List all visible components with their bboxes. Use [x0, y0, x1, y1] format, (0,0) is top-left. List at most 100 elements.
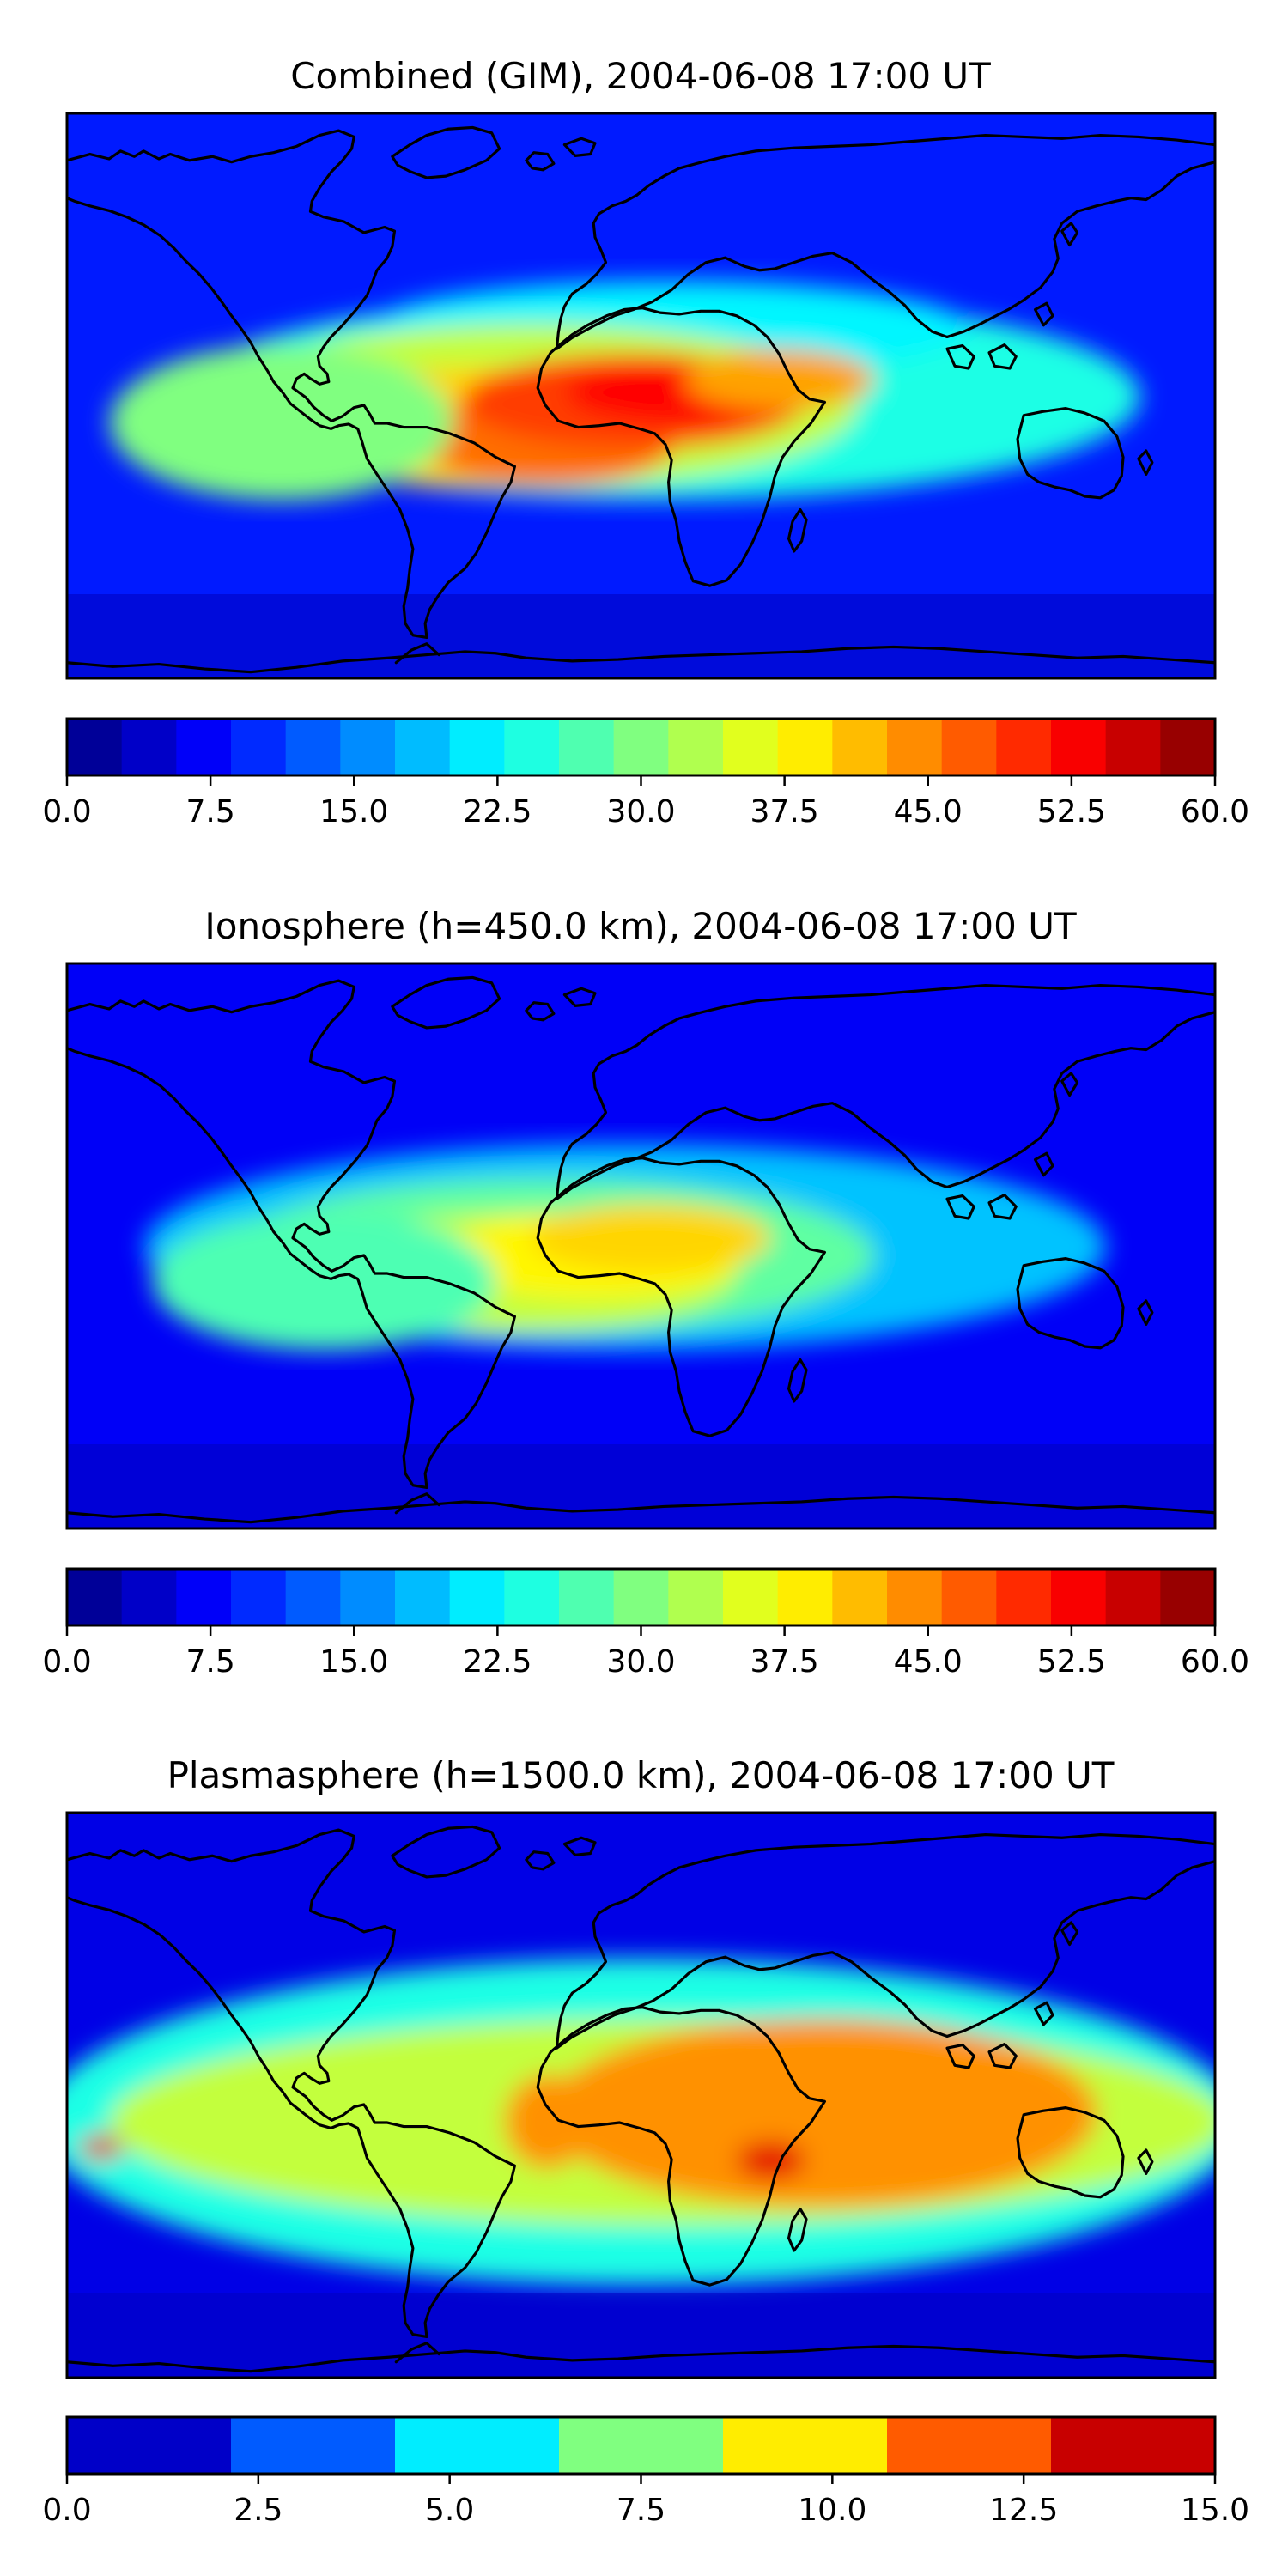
colorbar-segment: [176, 1569, 232, 1625]
colorbar-segment: [340, 1569, 396, 1625]
colorbar-segment: [1105, 1569, 1161, 1625]
colorbar-segment: [559, 719, 615, 775]
colorbar-tick-label: 37.5: [750, 794, 819, 829]
panel-3: Plasmasphere (h=1500.0 km), 2004-06-08 1…: [42, 1754, 1249, 2528]
panel-title: Plasmasphere (h=1500.0 km), 2004-06-08 1…: [167, 1754, 1115, 1796]
colorbar-segment: [67, 2417, 232, 2474]
colorbar-segment: [176, 719, 232, 775]
colorbar-segment: [340, 719, 396, 775]
colorbar-segment: [395, 719, 451, 775]
colorbar-tick-label: 7.5: [185, 794, 234, 829]
colorbar-segment: [613, 719, 669, 775]
panel-1: Combined (GIM), 2004-06-08 17:00 UT 0.0 7.…: [42, 55, 1249, 829]
colorbar-segment: [449, 719, 505, 775]
colorbar-tick-label: 52.5: [1037, 1644, 1106, 1680]
colorbar-segment: [395, 2417, 560, 2474]
colorbar-segment: [996, 1569, 1052, 1625]
map-field: [67, 113, 1215, 678]
colorbar-segment: [504, 719, 560, 775]
panel-title: Ionosphere (h=450.0 km), 2004-06-08 17:0…: [204, 905, 1077, 947]
panel-title: Combined (GIM), 2004-06-08 17:00 UT: [290, 55, 991, 97]
field-contour-4: [505, 2075, 591, 2169]
field-contour-6: [153, 1212, 496, 1350]
colorbar-segment: [121, 719, 177, 775]
field-contour-3: [548, 2019, 1097, 2208]
colorbar-tick-label: 22.5: [463, 794, 532, 829]
colorbar-segment: [231, 719, 287, 775]
colorbar-tick-label: 22.5: [463, 1644, 532, 1680]
colorbar-segment: [1160, 719, 1216, 775]
colorbar-tick-label: 0.0: [42, 2493, 91, 2528]
colorbar-tick-label: 60.0: [1181, 794, 1249, 829]
colorbar-segment: [449, 1569, 505, 1625]
colorbar-segment: [231, 2417, 396, 2474]
colorbar-tick-label: 30.0: [606, 1644, 675, 1680]
colorbar-tick-label: 5.0: [425, 2493, 474, 2528]
colorbar-tick-label: 15.0: [1181, 2493, 1249, 2528]
colorbar-tick-label: 30.0: [606, 794, 675, 829]
colorbar: 0.0 2.5 5.0 7.5 10.0 12.5 15.0: [42, 2415, 1249, 2528]
colorbar-segment: [941, 719, 997, 775]
colorbar-segment: [559, 2417, 724, 2474]
map-frame: [65, 112, 1217, 680]
colorbar-segment: [723, 2417, 888, 2474]
colorbar-segment: [941, 1569, 997, 1625]
colorbar-segment: [777, 719, 833, 775]
colorbar-tick-label: 15.0: [319, 794, 388, 829]
panel-2: Ionosphere (h=450.0 km), 2004-06-08 17:0…: [42, 905, 1249, 1680]
map-frame: [65, 1811, 1217, 2379]
colorbar-segment: [668, 719, 724, 775]
colorbar-segment: [1105, 719, 1161, 775]
colorbar-segment: [613, 1569, 669, 1625]
colorbar-segment: [504, 1569, 560, 1625]
colorbar-segment: [723, 719, 779, 775]
colorbar-segment: [777, 1569, 833, 1625]
map-field: [67, 963, 1215, 1528]
map-frame: [65, 962, 1217, 1530]
colorbar-segment: [887, 719, 943, 775]
southern-band: [67, 2293, 1215, 2378]
colorbar-tick-label: 0.0: [42, 1644, 91, 1680]
colorbar-segment: [1051, 719, 1107, 775]
colorbar-segment: [231, 1569, 287, 1625]
colorbar-segment: [832, 719, 888, 775]
colorbar-segment: [285, 1569, 341, 1625]
colorbar: 0.0 7.5 15.0 22.5 30.0 37.5 45.0 52.5 60.0: [42, 717, 1249, 829]
colorbar-tick-label: 52.5: [1037, 794, 1106, 829]
colorbar-tick-label: 7.5: [185, 1644, 234, 1680]
field-contour-5: [531, 1204, 771, 1273]
colorbar-segment: [1051, 1569, 1107, 1625]
southern-band: [67, 1444, 1215, 1528]
colorbar-tick-label: 2.5: [234, 2493, 283, 2528]
colorbar-segment: [996, 719, 1052, 775]
colorbar-segment: [67, 1569, 123, 1625]
map-field: [67, 1813, 1215, 2378]
southern-band: [67, 594, 1215, 678]
field-contour-6: [80, 2136, 123, 2160]
colorbar-tick-label: 0.0: [42, 794, 91, 829]
colorbar-segment: [285, 719, 341, 775]
colorbar: 0.0 7.5 15.0 22.5 30.0 37.5 45.0 52.5 60.0: [42, 1567, 1249, 1680]
field-contour-8: [685, 349, 874, 410]
colorbar-segment: [121, 1569, 177, 1625]
colorbar-tick-label: 37.5: [750, 1644, 819, 1680]
colorbar-segment: [559, 1569, 615, 1625]
field-contour-5: [737, 2142, 805, 2179]
colorbar-segment: [723, 1569, 779, 1625]
colorbar-segment: [887, 2417, 1052, 2474]
colorbar-tick-label: 12.5: [989, 2493, 1058, 2528]
colorbar-tick-label: 7.5: [617, 2493, 665, 2528]
colorbar-segment: [1051, 2417, 1216, 2474]
colorbar-segment: [395, 1569, 451, 1625]
colorbar-segment: [1160, 1569, 1216, 1625]
colorbar-segment: [887, 1569, 943, 1625]
colorbar-segment: [832, 1569, 888, 1625]
colorbar-tick-label: 60.0: [1181, 1644, 1249, 1680]
field-contour-9: [110, 345, 453, 500]
colorbar-tick-label: 45.0: [894, 1644, 963, 1680]
colorbar-segment: [67, 719, 123, 775]
colorbar-tick-label: 15.0: [319, 1644, 388, 1680]
colorbar-segment: [668, 1569, 724, 1625]
colorbar-tick-label: 10.0: [798, 2493, 866, 2528]
